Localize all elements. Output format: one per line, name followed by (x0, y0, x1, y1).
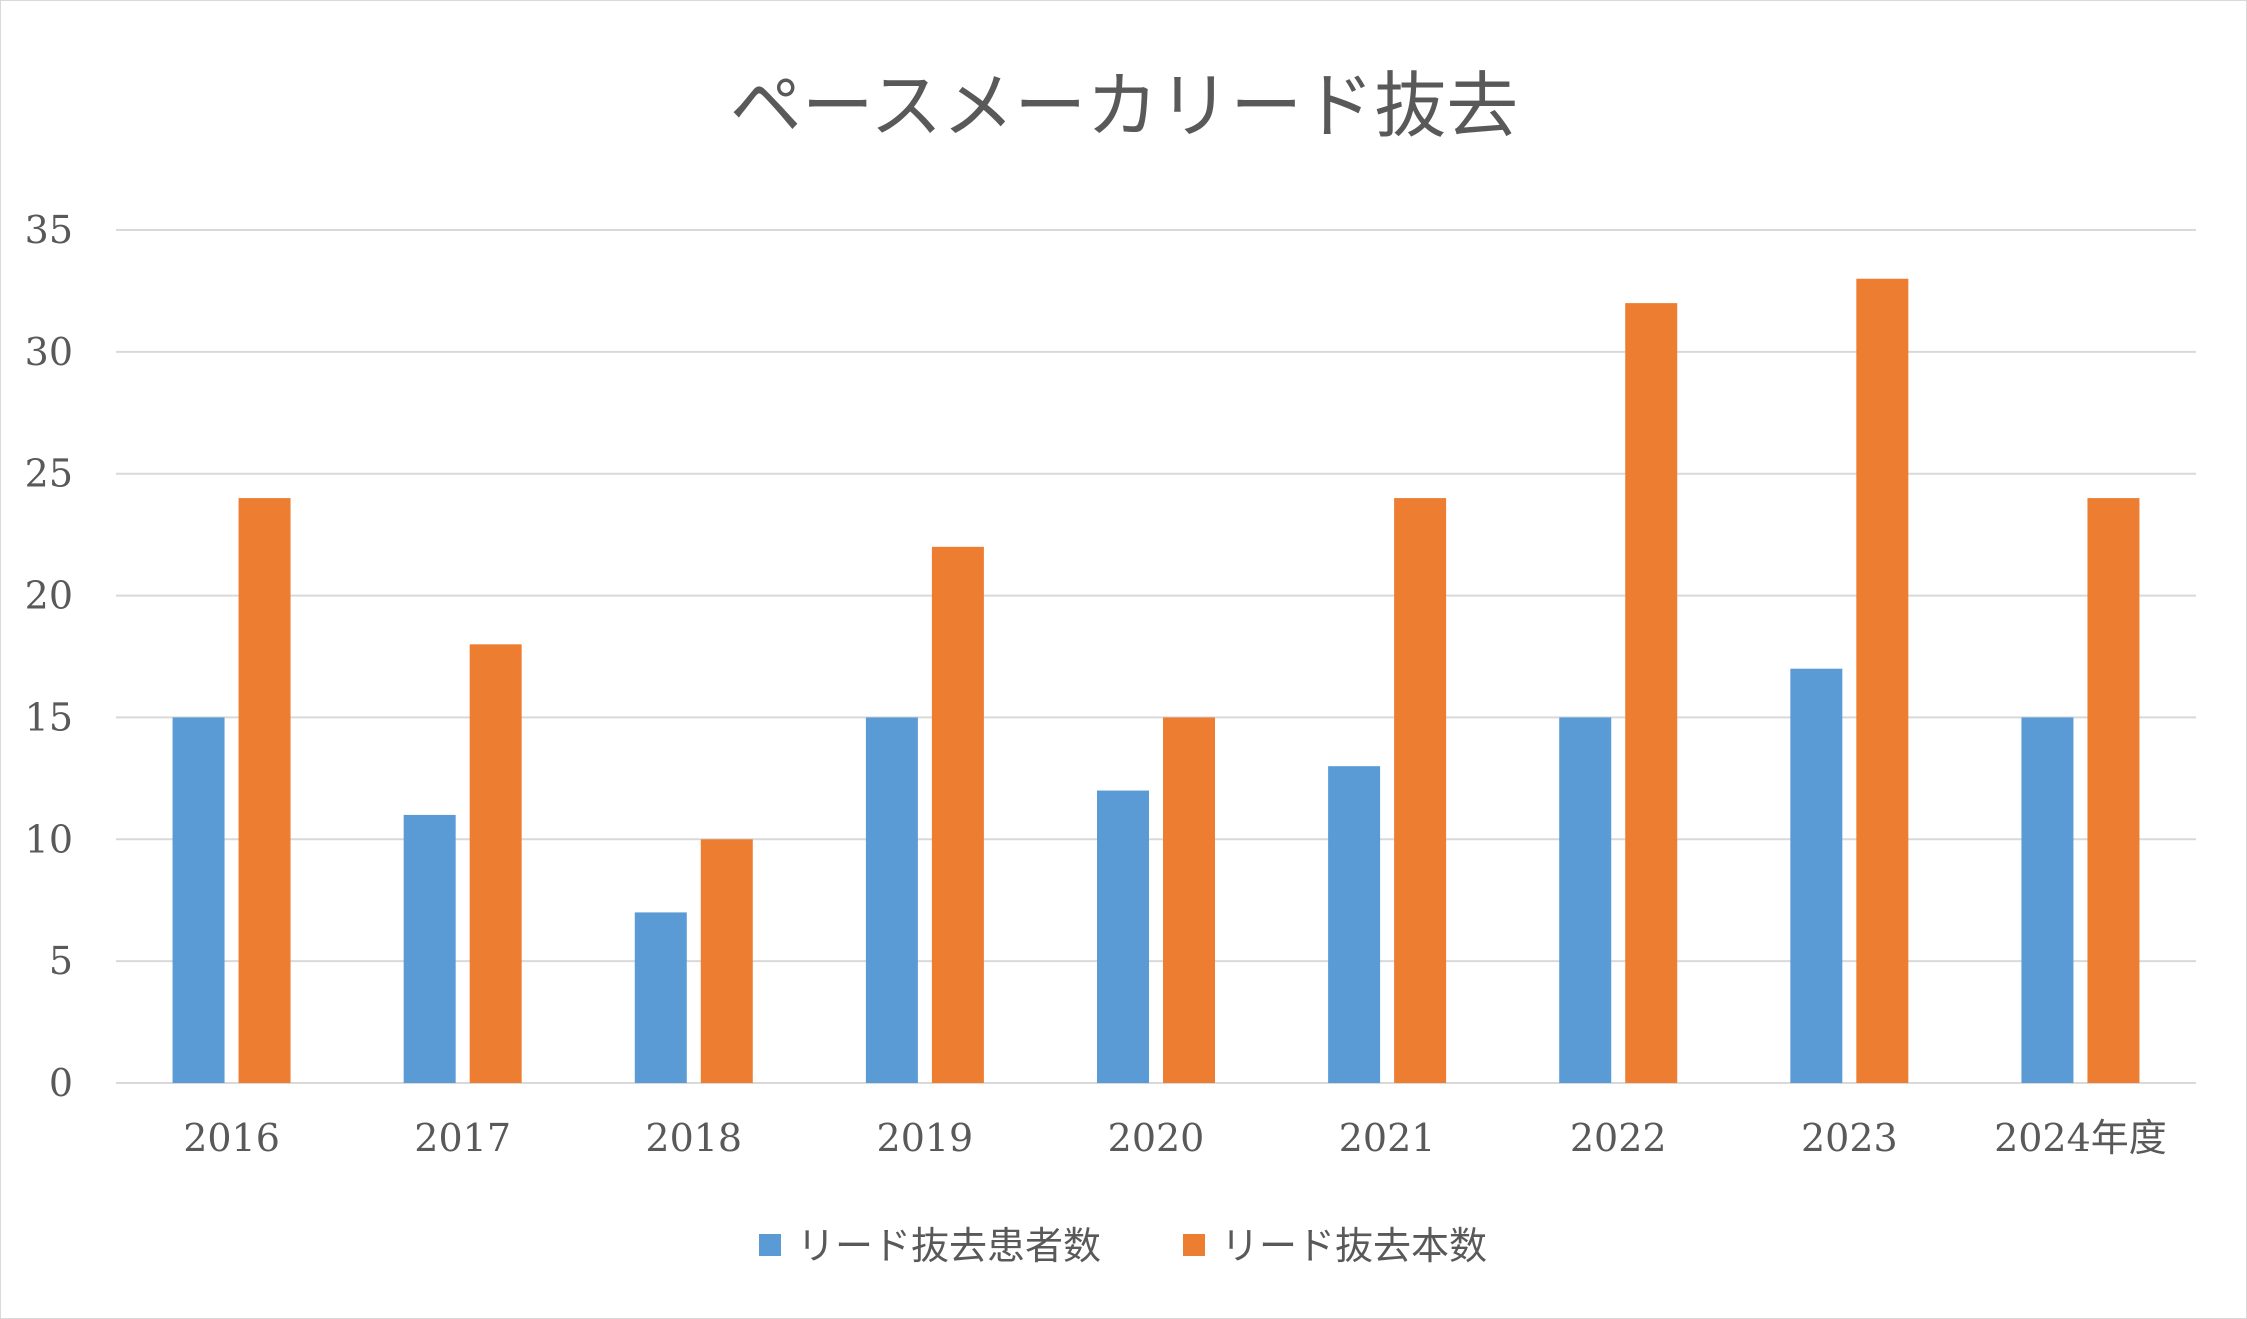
legend-swatch-1 (1183, 1234, 1205, 1256)
y-tick-label: 15 (25, 695, 73, 739)
bar-series-1-2020 (1163, 717, 1215, 1083)
y-tick-label: 5 (49, 939, 73, 983)
bar-series-0-2017 (403, 814, 456, 1083)
y-tick-label: 20 (25, 574, 73, 618)
x-axis-tick-labels: 2016 2017 2018 2019 2020 2021 2022 2023 2024年度 (183, 1116, 2167, 1160)
legend-swatch-0 (759, 1234, 781, 1256)
y-tick-label: 35 (25, 208, 73, 252)
x-tick-label: 2018 (645, 1116, 742, 1160)
x-tick-label: 2020 (1108, 1116, 1205, 1160)
x-tick-label: 2019 (877, 1116, 974, 1160)
x-tick-label: 2021 (1339, 1116, 1436, 1160)
x-tick-label: 2022 (1570, 1116, 1667, 1160)
bar-series-0-2016 (172, 717, 225, 1083)
y-tick-label: 30 (25, 330, 73, 374)
legend-label-0: リード抜去患者数 (797, 1224, 1101, 1268)
x-tick-label: 2023 (1801, 1116, 1898, 1160)
legend: リード抜去患者数 リード抜去本数 (759, 1224, 1487, 1268)
y-tick-label: 25 (25, 452, 73, 496)
bar-series-1-2016 (238, 498, 291, 1084)
bar-series-0-2023 (1790, 668, 1843, 1083)
x-tick-label: 2016 (183, 1116, 280, 1160)
bar-series-0-2024年度 (2021, 717, 2074, 1083)
y-axis-tick-labels: 0 5 10 15 20 25 30 35 (25, 208, 73, 1105)
x-tick-label: 2024年度 (1994, 1116, 2167, 1160)
bar-series-1-2019 (931, 546, 984, 1083)
gridlines (116, 229, 2196, 1084)
bar-series-1-2024年度 (2087, 498, 2140, 1084)
bars (172, 278, 2140, 1084)
bar-series-0-2022 (1559, 717, 1612, 1083)
y-tick-label: 10 (25, 817, 73, 861)
bar-series-1-2017 (469, 644, 522, 1083)
bar-series-0-2021 (1328, 766, 1381, 1083)
bar-series-1-2021 (1394, 498, 1447, 1084)
bar-series-0-2018 (634, 912, 687, 1083)
chart-title: ペースメーカリード抜去 (730, 64, 1518, 148)
bar-series-0-2020 (1097, 790, 1149, 1083)
bar-series-0-2019 (865, 717, 918, 1083)
x-tick-label: 2017 (414, 1116, 511, 1160)
legend-label-1: リード抜去本数 (1221, 1224, 1487, 1268)
y-tick-label: 0 (49, 1061, 73, 1105)
bar-series-1-2023 (1856, 278, 1909, 1083)
bar-series-1-2022 (1625, 303, 1678, 1084)
bar-series-1-2018 (700, 839, 753, 1083)
